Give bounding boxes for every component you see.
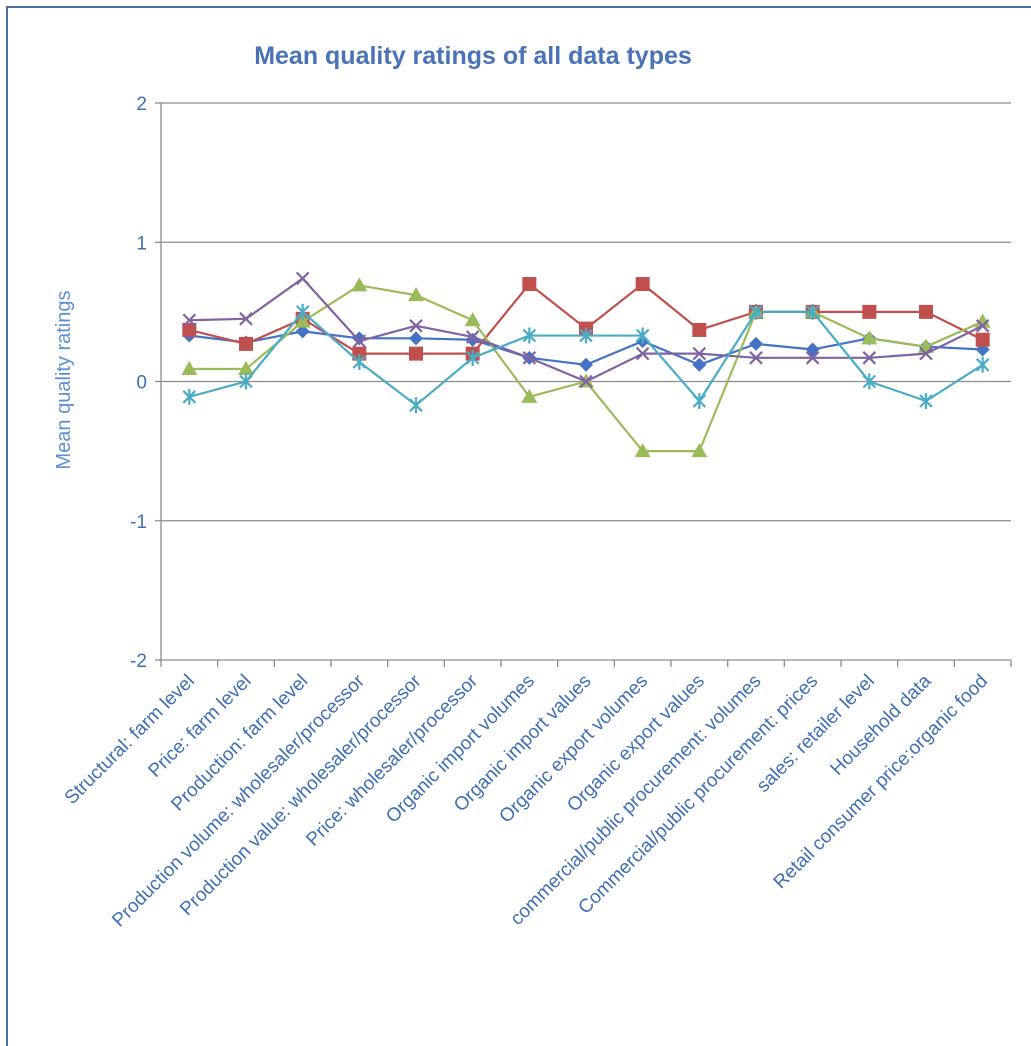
data-point	[975, 319, 990, 333]
data-point	[409, 346, 423, 361]
data-point	[409, 397, 423, 414]
data-point	[522, 351, 537, 365]
data-point	[352, 354, 367, 371]
series-lines	[181, 271, 991, 458]
y-axis-label: Mean quality ratings	[53, 291, 75, 470]
data-point	[975, 356, 990, 373]
data-point	[862, 304, 877, 319]
data-point	[691, 443, 708, 458]
data-point	[352, 334, 367, 348]
data-point	[634, 443, 651, 458]
data-point	[635, 277, 650, 292]
data-point	[635, 346, 650, 361]
data-point	[182, 313, 197, 328]
data-point	[862, 351, 877, 365]
data-point	[919, 392, 933, 409]
data-point	[692, 322, 707, 337]
x-tick-label: Household data	[827, 670, 936, 779]
data-point	[409, 319, 423, 333]
data-point	[975, 332, 990, 347]
data-point	[239, 373, 253, 390]
data-point	[861, 330, 878, 345]
data-point	[805, 351, 820, 365]
data-point	[579, 374, 593, 389]
data-point	[522, 277, 537, 292]
data-point	[749, 351, 763, 365]
data-point	[351, 277, 368, 292]
y-tick-label: -1	[130, 512, 147, 533]
data-point	[692, 346, 707, 361]
y-tick-label: 2	[136, 94, 147, 115]
data-point	[464, 312, 481, 327]
data-point	[182, 388, 197, 405]
data-point	[749, 336, 763, 351]
chart-frame	[6, 6, 1031, 1046]
data-point	[352, 331, 367, 346]
data-point	[862, 373, 877, 390]
data-point	[522, 327, 537, 344]
data-point	[295, 271, 310, 286]
data-point	[919, 304, 933, 319]
y-tick-labels: -2 -1 0 1 2	[130, 94, 147, 672]
data-point	[579, 357, 593, 372]
data-point	[181, 360, 198, 375]
data-point	[749, 303, 763, 320]
data-point	[239, 312, 253, 326]
data-point	[805, 303, 820, 320]
y-tick-label: -2	[130, 651, 147, 672]
data-point	[182, 322, 197, 337]
data-point	[919, 346, 933, 361]
axes	[155, 102, 1012, 667]
series-4	[182, 271, 990, 389]
y-tick-label: 0	[136, 373, 147, 394]
chart-title: Mean quality ratings of all data types	[254, 42, 692, 70]
data-point	[465, 330, 480, 344]
data-point	[295, 324, 310, 339]
data-point	[974, 313, 991, 328]
data-point	[238, 360, 254, 375]
data-point	[465, 349, 480, 366]
series-5	[182, 303, 990, 414]
data-point	[521, 388, 538, 403]
data-point	[692, 392, 707, 409]
data-point	[409, 331, 423, 346]
data-point	[635, 327, 650, 344]
data-point	[295, 303, 310, 320]
y-tick-label: 1	[136, 233, 147, 254]
data-point	[579, 327, 593, 344]
data-point	[408, 287, 424, 302]
x-tick-label: Price: farm level	[144, 671, 255, 782]
data-point	[294, 313, 311, 328]
data-point	[239, 336, 253, 351]
data-point	[692, 357, 707, 372]
